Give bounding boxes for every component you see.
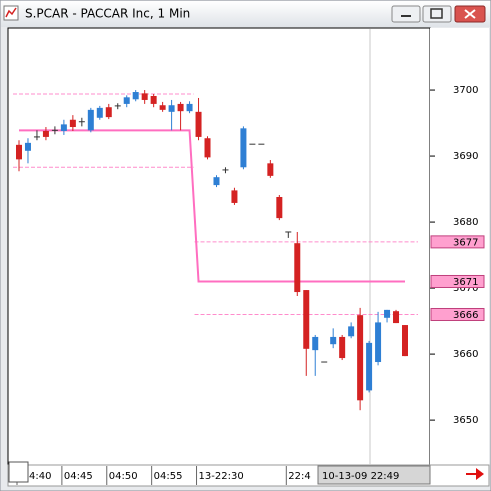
candle-body [123,97,130,104]
candle-body [276,196,283,219]
candle-body [384,309,391,318]
candle-body [393,311,400,324]
stop-line [19,129,405,283]
candle-body [267,163,274,176]
candle-body [213,177,220,186]
candle-body [87,109,94,131]
x-tick-label: 22:4 [288,471,310,482]
x-tick-label: 13-22:30 [199,471,244,482]
candle-body [375,322,382,363]
cursor-time-box [317,465,431,485]
y-tick-label: 3660 [453,349,478,360]
candle-body [204,138,211,158]
candle-body [195,111,202,137]
chart-layer: 3700 3690 3680 3670 3660 3650 4:40 04:45 04:50 04… [13,85,485,485]
price-tag [430,235,485,249]
x-tick-label: 04:50 [109,471,138,482]
candle-body [150,95,157,104]
candle-body [312,336,319,351]
candle-body [16,144,22,160]
y-tick-label: 3680 [453,217,478,228]
candle-body [402,325,408,357]
x-tick-label: 04:45 [64,471,93,482]
candle-body [348,326,355,337]
candle-body [132,92,139,100]
candle-body [339,336,346,359]
price-tag-label: 3666 [453,310,478,321]
app-icon [3,5,19,21]
x-tick-label: 04:55 [154,471,183,482]
candle-body [60,124,67,131]
y-tick-label: 3650 [453,415,478,426]
candle-body [177,103,184,112]
candle-body [294,243,301,293]
candle-body [105,107,112,118]
candle-body [141,93,148,100]
maximize-button[interactable] [422,5,452,23]
candle-body [366,342,373,391]
candle-body [303,290,310,349]
candle-body [159,105,166,110]
price-tag [430,307,485,321]
candle-body [357,315,364,401]
scroll-arrow[interactable] [466,468,484,480]
y-tick-label: 3700 [453,85,478,96]
price-tag-label: 3677 [453,237,478,248]
candle-body [69,119,76,128]
candle-body [186,103,193,112]
corner-box[interactable] [8,461,29,483]
price-tag [430,274,485,288]
candle-body [42,130,49,137]
window-title: S.PCAR - PACCAR Inc, 1 Min [25,7,190,21]
candle-body [240,128,247,168]
minimize-button[interactable] [391,5,421,23]
y-tick-label: 3670 [453,283,478,294]
candle-body [231,190,238,203]
price-tag-label: 3671 [453,277,478,288]
x-tick-label: 4:40 [29,471,51,482]
candle-body [96,107,103,118]
candle-body [168,105,175,112]
candle-body [330,336,337,345]
y-tick-label: 3690 [453,151,478,162]
candle-body [24,142,31,151]
cursor-time-label: 10-13-09 22:49 [322,471,399,482]
close-button[interactable] [454,5,486,23]
plot-area [7,27,431,466]
